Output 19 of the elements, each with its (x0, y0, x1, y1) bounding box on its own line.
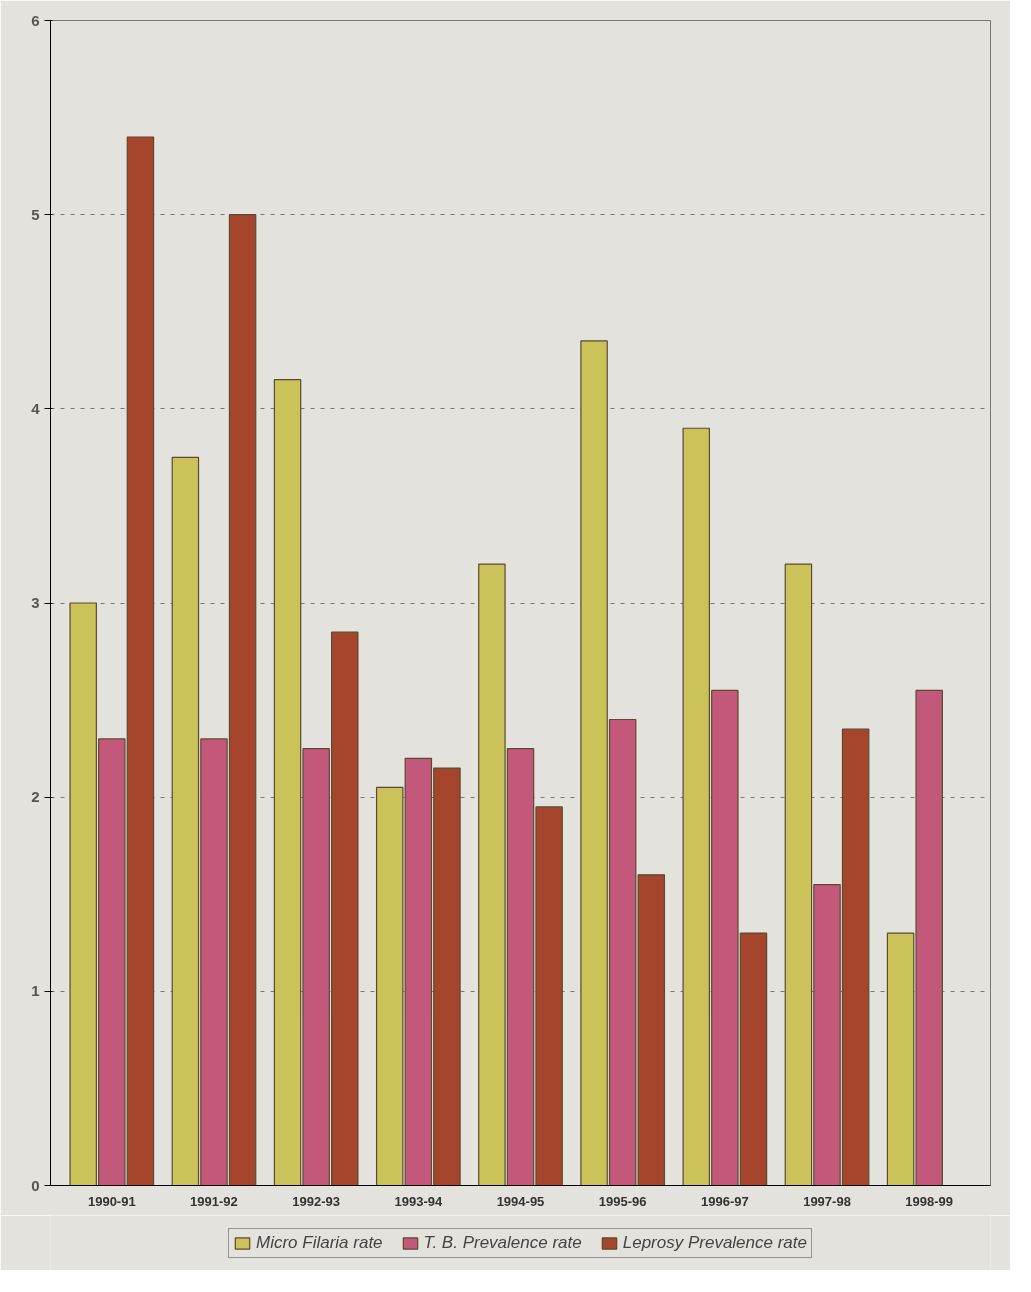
y-tick-label: 5 (31, 205, 40, 223)
x-tick-label: 1994-95 (496, 1193, 545, 1209)
x-tick-label: 1996-97 (700, 1193, 749, 1209)
y-tick-label: 2 (31, 788, 40, 806)
x-tick-label: 1993-94 (394, 1193, 443, 1209)
legend-label: Micro Filaria rate (256, 1232, 383, 1253)
y-tick-label: 1 (31, 982, 40, 1000)
y-tick-label: 0 (31, 1176, 40, 1194)
x-tick-label: 1995-96 (598, 1193, 647, 1209)
legend-label: T. B. Prevalence rate (423, 1232, 582, 1253)
y-tick-label: 4 (31, 399, 41, 417)
x-tick-label: 1997-98 (803, 1193, 851, 1209)
x-tick-label: 1990-91 (87, 1193, 136, 1209)
x-tick-label: 1998-99 (905, 1193, 954, 1209)
legend-label: Leprosy Prevalence rate (622, 1232, 807, 1253)
y-tick-label: 3 (31, 594, 40, 611)
y-tick-label: 6 (31, 11, 40, 29)
x-tick-label: 1991-92 (190, 1193, 238, 1209)
x-tick-label: 1992-93 (292, 1193, 341, 1209)
